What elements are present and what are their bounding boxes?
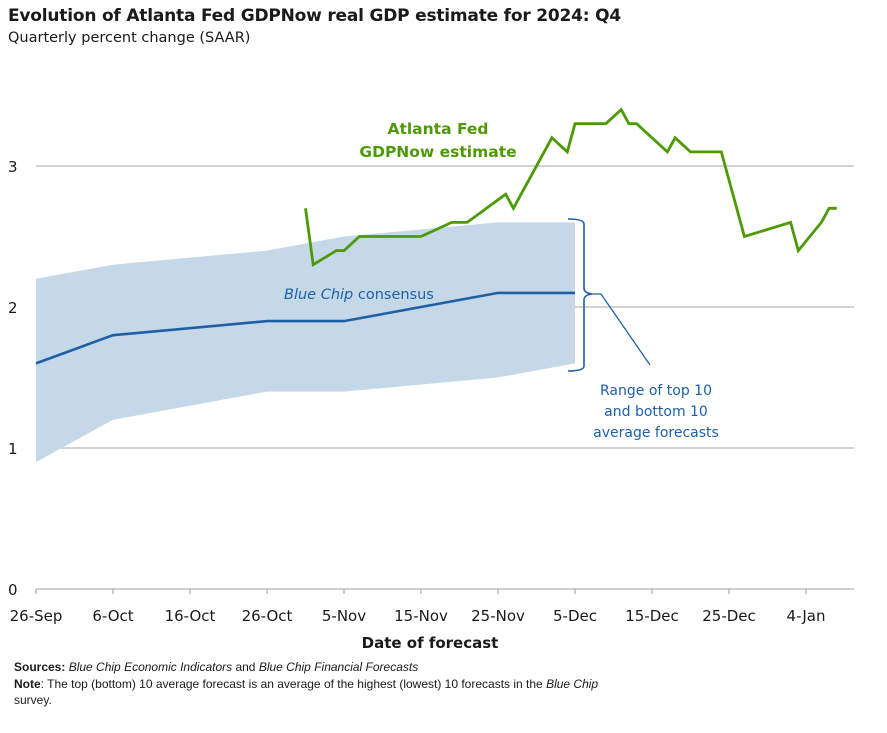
x-tick-label: 15-Dec (625, 607, 679, 625)
x-tick-label: 6-Oct (92, 607, 133, 625)
sources-note: Sources: Blue Chip Economic Indicators a… (14, 659, 814, 675)
bluechip-label-italic: Blue Chip (284, 287, 353, 303)
bluechip-label-rest: consensus (353, 287, 434, 303)
range-leader-line (592, 293, 651, 366)
x-tick-label: 5-Nov (322, 607, 366, 625)
chart-subtitle: Quarterly percent change (SAAR) (8, 30, 251, 46)
x-tick-label: 26-Oct (242, 607, 293, 625)
gdpnow-label-line2: GDPNow estimate (359, 143, 516, 161)
x-tick-label: 16-Oct (165, 607, 216, 625)
note-italic: Blue Chip (546, 677, 599, 691)
sources-title-1: Blue Chip Economic Indicators (68, 660, 233, 674)
x-tick-label: 5-Dec (553, 607, 597, 625)
x-tick-label: 15-Nov (394, 607, 448, 625)
y-tick-label: 2 (8, 299, 18, 317)
note-label: Note (14, 677, 41, 691)
sources-label: Sources: (14, 660, 66, 674)
sources-title-2: Blue Chip Financial Forecasts (258, 660, 419, 674)
chart-canvas: 0 1 2 3 26-Sep 6-Oct 16-Oct 26-Oct 5-Nov 15-Nov 25… (8, 107, 854, 652)
bluechip-consensus-line (35, 291, 575, 365)
y-tick-label: 3 (8, 158, 18, 176)
note-text: : The top (bottom) 10 average forecast i… (40, 677, 547, 691)
x-tick-label: 4-Jan (787, 607, 826, 625)
chart-title: Evolution of Atlanta Fed GDPNow real GDP… (8, 6, 621, 26)
gdpnow-label-line1: Atlanta Fed (387, 120, 488, 138)
range-label-line2: and bottom 10 (604, 404, 708, 420)
note-end: survey. (14, 693, 52, 707)
bluechip-label: Blue Chip consensus (284, 287, 434, 303)
x-tick-label: 26-Sep (10, 607, 63, 625)
range-label-line3: average forecasts (593, 425, 719, 441)
y-tick-label: 1 (8, 440, 18, 458)
sources-and: and (232, 660, 259, 674)
x-tick-label: 25-Dec (702, 607, 756, 625)
range-label-line1: Range of top 10 (600, 383, 712, 399)
y-tick-label: 0 (8, 581, 18, 599)
x-tick-label: 25-Nov (471, 607, 525, 625)
footnote: Note: The top (bottom) 10 average foreca… (14, 676, 814, 708)
x-axis-label: Date of forecast (362, 634, 499, 652)
range-band (36, 222, 575, 463)
